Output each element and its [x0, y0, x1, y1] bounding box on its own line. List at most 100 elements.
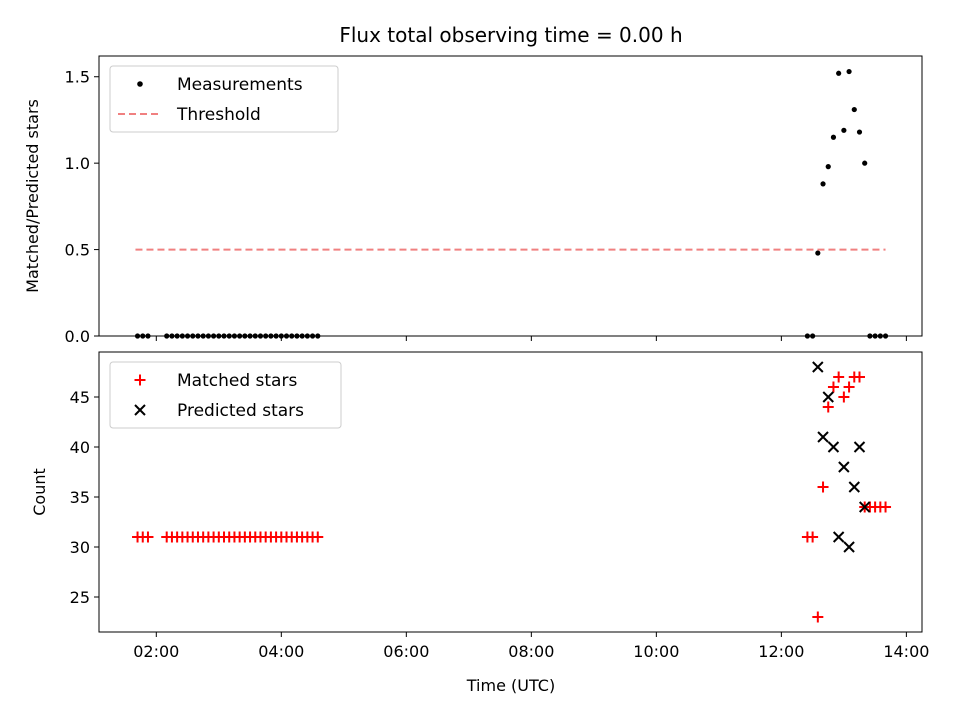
measurement-point: [810, 333, 816, 339]
measurement-point: [200, 333, 206, 339]
measurement-point: [179, 333, 185, 339]
measurement-point: [836, 70, 842, 76]
matched-star-point: [817, 481, 829, 493]
matched-star-point: [843, 381, 855, 393]
top-y-tick-label: 1.5: [65, 68, 90, 87]
legend-predicted-marker: [134, 404, 146, 416]
predicted-star-point: [812, 361, 824, 373]
predicted-star-point: [822, 391, 834, 403]
measurement-point: [221, 333, 227, 339]
measurement-point: [294, 333, 300, 339]
measurement-point: [190, 333, 196, 339]
measurement-point: [830, 134, 837, 140]
bottom-y-axis-title: Count: [30, 468, 49, 516]
measurement-point: [252, 333, 258, 339]
x-tick-label: 14:00: [883, 642, 929, 661]
bottom-y-tick-label: 30: [70, 538, 90, 557]
predicted-star-point: [848, 481, 860, 493]
matched-star-point: [807, 531, 819, 543]
top-legend-box: [109, 65, 339, 133]
top-y-tick-label: 0.5: [65, 241, 90, 260]
legend-matched-marker: [134, 374, 146, 386]
measurement-point: [140, 333, 146, 339]
measurement-point: [263, 333, 269, 339]
top-y-tick-label: 0.0: [65, 327, 90, 346]
top-y-axis-title: Matched/Predicted stars: [23, 99, 42, 293]
matched-star-point: [812, 611, 824, 623]
matched-star-point: [142, 531, 154, 543]
top-legend: Measurements Threshold: [109, 65, 339, 133]
top-axes-frame: [98, 55, 923, 337]
x-tick-label: 12:00: [758, 642, 804, 661]
predicted-star-point: [843, 541, 855, 553]
measurement-point: [804, 333, 811, 339]
bottom-y-tick-label: 40: [70, 438, 90, 457]
measurement-point: [257, 333, 264, 339]
predicted-star-point: [832, 531, 845, 543]
measurement-point: [273, 333, 279, 339]
bottom-axes-frame: [98, 351, 923, 633]
measurement-point: [882, 333, 889, 339]
x-tick-label: 08:00: [508, 642, 554, 661]
x-tick-label: 02:00: [133, 642, 179, 661]
predicted-star-point: [838, 461, 850, 473]
measurement-point: [862, 160, 868, 166]
measurement-point: [242, 333, 248, 339]
measurement-point: [877, 333, 883, 339]
x-tick-label: 04:00: [258, 642, 304, 661]
measurement-point: [820, 181, 826, 187]
matched-star-point: [827, 381, 839, 393]
matched-star-point: [312, 531, 324, 543]
measurement-point: [164, 333, 170, 339]
measurement-point: [216, 333, 222, 339]
bottom-y-tick-label: 35: [70, 488, 90, 507]
measurement-point: [872, 333, 878, 339]
matched-star-point: [880, 501, 892, 513]
legend-predicted-label: Predicted stars: [177, 401, 304, 421]
measurement-point: [841, 127, 847, 133]
measurement-point: [237, 333, 243, 339]
bottom-series-0: [132, 371, 892, 623]
measurement-point: [289, 333, 295, 339]
measurement-point: [268, 333, 274, 339]
top-y-tick-label: 1.0: [65, 154, 90, 173]
top-plot: 0.0 0.5 1.0 1.5: [65, 55, 923, 346]
measurement-point: [283, 333, 290, 339]
measurement-point: [278, 333, 284, 339]
measurement-point: [309, 333, 316, 339]
measurement-point: [867, 333, 873, 339]
x-tick-label: 06:00: [383, 642, 429, 661]
bottom-plot: 25 30 35 40 45 02:00 04:00 06:00 08:00 10:00 12:00…: [70, 351, 929, 661]
x-tick-label: 10:00: [633, 642, 679, 661]
bottom-series-1: [812, 361, 871, 553]
measurement-point: [184, 333, 191, 339]
measurement-point: [210, 333, 217, 339]
measurement-point: [195, 333, 201, 339]
legend-measurements-marker: [137, 81, 143, 87]
legend-matched-label: Matched stars: [177, 371, 297, 391]
measurement-point: [174, 333, 180, 339]
x-axis-title: Time (UTC): [466, 676, 555, 695]
measurement-point: [304, 333, 310, 339]
chart-title: Flux total observing time = 0.00 h: [339, 23, 682, 47]
measurement-point: [851, 106, 857, 113]
measurement-point: [231, 333, 238, 339]
measurement-point: [247, 333, 253, 339]
bottom-y-tick-label: 45: [70, 388, 90, 407]
matched-star-point: [838, 391, 850, 403]
matched-star-point: [833, 371, 845, 383]
measurement-point: [846, 68, 852, 75]
legend-measurements-label: Measurements: [177, 75, 303, 95]
predicted-star-point: [858, 501, 871, 513]
top-series-0: [134, 68, 889, 339]
predicted-star-point: [853, 441, 866, 453]
measurement-point: [856, 129, 863, 135]
measurement-point: [226, 333, 232, 339]
measurement-point: [815, 250, 821, 256]
measurement-point: [315, 333, 321, 339]
measurement-point: [145, 333, 151, 339]
matched-star-point: [853, 371, 865, 383]
legend-threshold-label: Threshold: [176, 105, 261, 125]
measurement-point: [205, 333, 211, 339]
